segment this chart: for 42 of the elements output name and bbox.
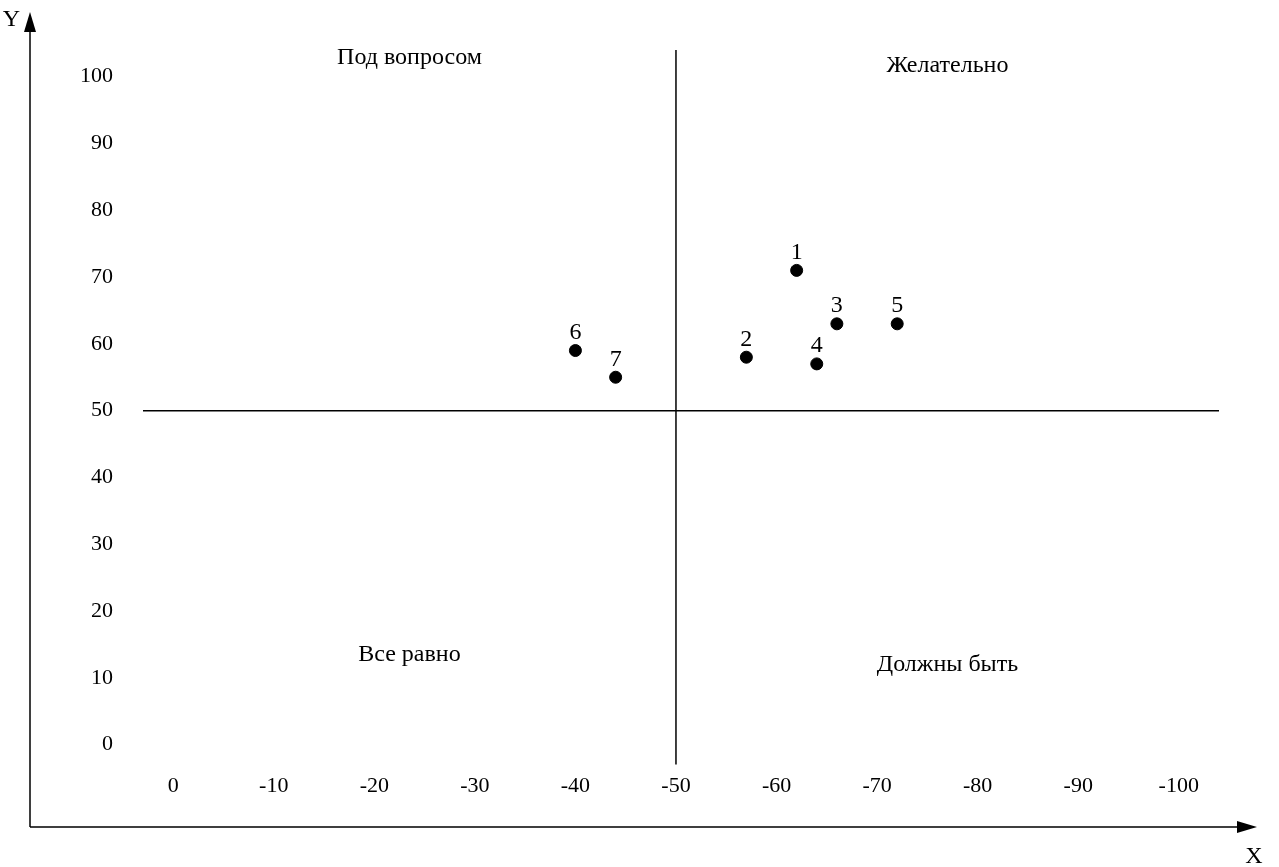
point	[790, 263, 804, 277]
point	[890, 317, 904, 331]
point	[609, 370, 623, 384]
annotation: 6	[569, 317, 582, 344]
x-tick-label: 0	[167, 771, 179, 797]
y-tick-label: 60	[91, 329, 113, 355]
x-tick-label: -40	[560, 771, 591, 797]
x-axis-title: X	[1245, 842, 1263, 867]
annotation: 7	[609, 344, 622, 371]
point	[830, 317, 844, 331]
x-tick-label: -100	[1158, 771, 1199, 797]
annotation: Желательно	[886, 51, 1009, 78]
x-tick-label: -30	[460, 771, 490, 797]
y-tick-label: 50	[91, 396, 113, 422]
x-tick-label: -10	[259, 771, 289, 797]
annotation: 5	[891, 291, 904, 318]
annotation: 3	[830, 291, 843, 318]
annotation: Должны быть	[876, 649, 1019, 676]
point	[810, 357, 824, 371]
x-tick-label: -70	[862, 771, 892, 797]
y-tick-label: 70	[91, 262, 113, 288]
annotation: Под вопросом	[337, 43, 482, 70]
x-tick-label: -90	[1063, 771, 1093, 797]
y-tick-label: 0	[102, 730, 113, 756]
annotation: Все равно	[358, 639, 461, 666]
x-tick-label: -60	[761, 771, 792, 797]
y-tick-label: 80	[91, 196, 113, 222]
y-tick-label: 30	[91, 529, 113, 555]
x-tick-label: -50	[661, 771, 691, 797]
y-tick-label: 20	[91, 596, 113, 622]
y-tick-label: 10	[91, 663, 113, 689]
annotation: 2	[740, 324, 753, 351]
annotation: 1	[790, 237, 803, 264]
point	[739, 350, 753, 364]
y-tick-label: 90	[91, 129, 113, 155]
x-tick-label: -80	[962, 771, 993, 797]
x-tick-label: -20	[359, 771, 389, 797]
point	[568, 344, 582, 358]
y-tick-label: 100	[80, 62, 113, 88]
y-axis-title: Y	[2, 5, 20, 32]
y-tick-label: 40	[91, 463, 113, 489]
annotation: 4	[810, 331, 823, 358]
